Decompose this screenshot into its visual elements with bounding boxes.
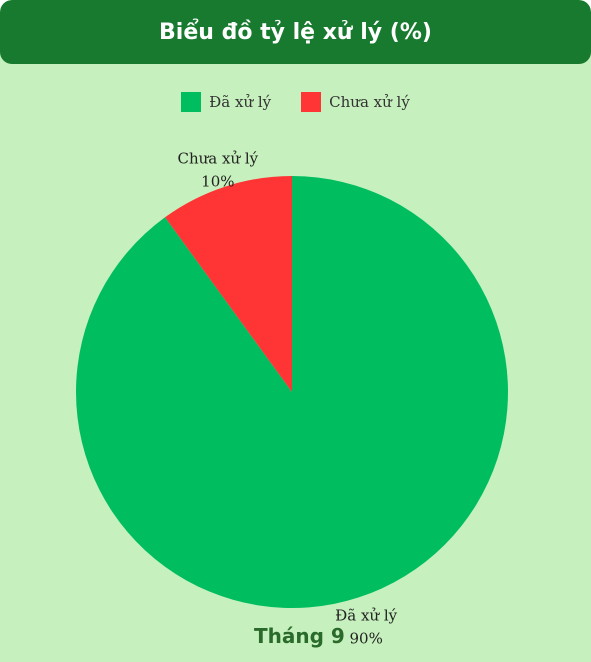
legend-swatch-processed: [181, 92, 202, 112]
legend-label-processed: Đã xử lý: [209, 93, 272, 111]
slice-label-processed: Đã xử lý 90%: [335, 606, 398, 647]
slice-label-unprocessed: Chưa xử lý 10%: [177, 150, 258, 191]
legend-swatch-unprocessed: [301, 92, 322, 112]
slice-value-label: 10%: [201, 173, 234, 191]
pie-slice-unprocessed[interactable]: [165, 176, 292, 392]
chart-title: Biểu đồ tỷ lệ xử lý (%): [159, 19, 432, 45]
legend-item-unprocessed[interactable]: Chưa xử lý: [301, 92, 410, 112]
chart-header: Biểu đồ tỷ lệ xử lý (%): [0, 0, 591, 64]
slice-category-label: Chưa xử lý: [177, 150, 258, 168]
period-label: Tháng 9: [254, 624, 345, 648]
legend-item-processed[interactable]: Đã xử lý: [181, 92, 271, 112]
chart-legend: Đã xử lý Chưa xử lý: [0, 88, 591, 116]
slice-value-label: 90%: [349, 629, 382, 647]
slice-category-label: Đã xử lý: [335, 606, 398, 624]
legend-label-unprocessed: Chưa xử lý: [329, 93, 410, 111]
